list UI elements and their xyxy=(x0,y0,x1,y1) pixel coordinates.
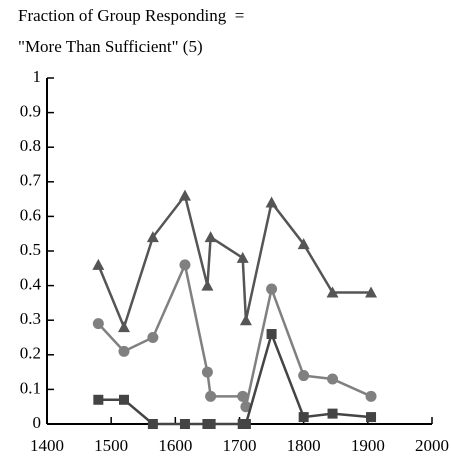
marker xyxy=(298,412,309,423)
y-tick-label: 1 xyxy=(33,67,42,86)
x-tick-label: 2000 xyxy=(415,436,449,455)
marker xyxy=(266,329,277,340)
marker xyxy=(297,238,310,250)
marker xyxy=(365,390,377,402)
marker xyxy=(201,366,213,378)
marker xyxy=(146,231,159,243)
marker xyxy=(240,401,252,413)
x-tick-label: 1700 xyxy=(223,436,257,455)
marker xyxy=(366,412,377,423)
marker xyxy=(327,408,338,419)
y-tick-label: 0.5 xyxy=(20,240,41,259)
marker xyxy=(118,345,130,357)
x-tick-label: 1600 xyxy=(158,436,192,455)
marker xyxy=(265,196,278,208)
marker xyxy=(240,419,251,429)
marker xyxy=(327,373,339,385)
marker xyxy=(365,286,378,298)
y-tick-label: 0.2 xyxy=(20,344,41,363)
chart-subtitle: "More Than Sufficient" (5) xyxy=(18,37,203,56)
marker xyxy=(266,283,278,295)
x-tick-label: 1800 xyxy=(287,436,321,455)
marker xyxy=(205,419,216,429)
marker xyxy=(178,189,191,201)
y-tick-label: 0.1 xyxy=(20,378,41,397)
marker xyxy=(236,251,249,263)
marker xyxy=(239,314,252,326)
marker xyxy=(93,394,104,405)
marker xyxy=(205,390,217,402)
x-tick-label: 1400 xyxy=(30,436,64,455)
y-tick-label: 0.9 xyxy=(20,102,41,121)
x-tick-label: 1900 xyxy=(351,436,385,455)
marker xyxy=(298,370,310,382)
x-tick-label: 1500 xyxy=(94,436,128,455)
marker xyxy=(201,279,214,291)
y-tick-label: 0.3 xyxy=(20,309,41,328)
y-tick-label: 0 xyxy=(33,413,42,432)
y-tick-label: 0.4 xyxy=(20,275,42,294)
marker xyxy=(92,318,104,330)
marker xyxy=(237,390,249,402)
series-line xyxy=(97,192,372,331)
marker xyxy=(147,419,158,429)
marker xyxy=(119,394,129,405)
marker xyxy=(147,332,159,343)
y-tick-label: 0.6 xyxy=(20,205,41,224)
marker xyxy=(92,258,105,270)
marker xyxy=(179,259,191,271)
y-tick-label: 0.7 xyxy=(20,171,42,190)
marker xyxy=(204,231,217,243)
marker xyxy=(326,286,339,298)
y-tick-label: 0.8 xyxy=(20,136,41,155)
marker xyxy=(118,321,130,333)
chart-title: Fraction of Group Responding = xyxy=(18,6,244,25)
marker xyxy=(179,419,190,429)
